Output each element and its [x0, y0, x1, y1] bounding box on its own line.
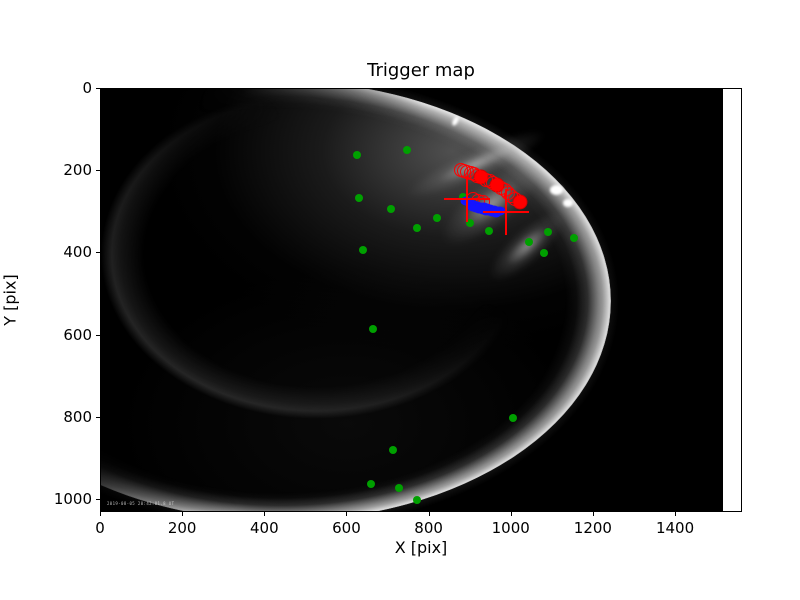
y-tick-label: 0: [82, 79, 92, 97]
y-tick: [96, 334, 100, 336]
y-tick: [96, 498, 100, 500]
airglow-arc: [101, 89, 531, 419]
x-tick-label: 1400: [655, 519, 695, 537]
y-tick: [96, 416, 100, 418]
x-tick-label: 400: [249, 519, 279, 537]
camera-image: 2019-08-05 20:42:01.8 UT: [101, 89, 723, 511]
y-tick-label: 400: [63, 243, 92, 262]
limb-spike: [450, 115, 461, 127]
x-tick-label: 600: [332, 519, 361, 537]
y-tick-label: 200: [63, 161, 92, 180]
x-tick: [346, 512, 348, 516]
y-tick-label: 600: [63, 325, 92, 344]
x-tick: [428, 512, 430, 516]
y-tick-label: 1000: [53, 489, 92, 508]
x-tick: [675, 512, 677, 516]
x-tick-label: 200: [167, 519, 197, 537]
y-tick: [96, 252, 100, 254]
x-tick: [510, 512, 512, 516]
plot-axes: 2019-08-05 20:42:01.8 UT: [100, 88, 742, 512]
x-tick-label: 1000: [491, 519, 530, 537]
x-tick: [100, 512, 101, 516]
y-tick-label: 800: [63, 407, 92, 426]
x-tick: [592, 512, 594, 516]
specular-highlight: [550, 185, 563, 195]
x-tick-label: 1200: [573, 519, 612, 537]
x-tick: [264, 512, 266, 516]
chart-title: Trigger map: [367, 60, 475, 81]
x-tick: [182, 512, 184, 516]
specular-highlight: [563, 199, 573, 207]
y-tick: [96, 170, 100, 172]
x-tick-label: 0: [95, 519, 105, 537]
y-tick: [96, 88, 100, 89]
timestamp-overlay: 2019-08-05 20:42:01.8 UT: [107, 501, 175, 506]
x-tick-label: 800: [414, 519, 443, 537]
y-axis-label: Y [pix]: [0, 274, 20, 326]
x-axis-label: X [pix]: [394, 538, 448, 557]
